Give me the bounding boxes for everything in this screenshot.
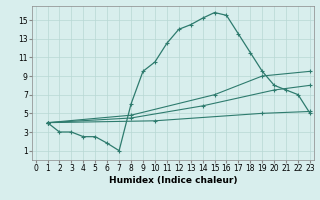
X-axis label: Humidex (Indice chaleur): Humidex (Indice chaleur) [108,176,237,185]
